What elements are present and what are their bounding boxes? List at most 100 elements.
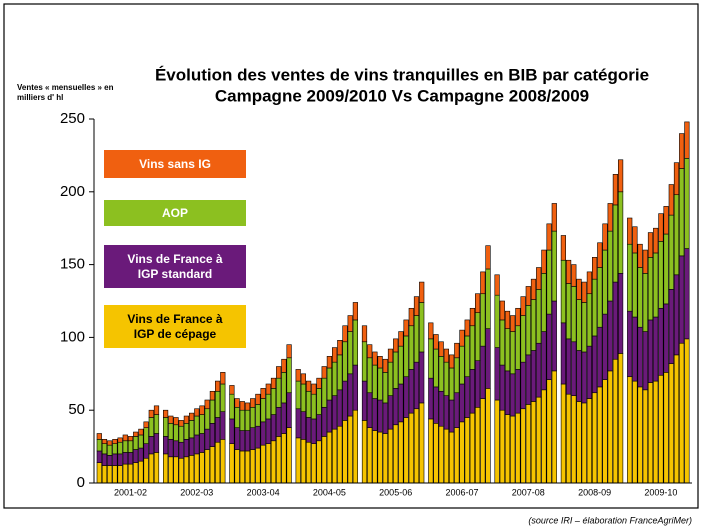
bar-segment	[163, 417, 169, 437]
bar-segment	[480, 398, 486, 484]
bar-segment	[602, 313, 608, 380]
bar-segment	[305, 441, 312, 484]
bar-segment	[244, 409, 251, 431]
bar-segment	[632, 380, 638, 484]
bar-segment	[209, 390, 216, 401]
bar-segment	[469, 307, 476, 327]
bar-segment	[168, 439, 174, 458]
x-tick-label: 2003-04	[247, 487, 280, 497]
bar-segment	[499, 409, 505, 484]
bar-segment	[541, 389, 547, 484]
bar-segment	[536, 289, 542, 344]
bar-segment	[352, 319, 359, 366]
bar-segment	[265, 418, 271, 444]
bar-segment	[220, 439, 226, 484]
bar-segment	[591, 335, 598, 394]
bar-segment	[494, 294, 500, 348]
bar-segment	[96, 450, 102, 463]
bar-segment	[413, 296, 420, 316]
bar-segment	[673, 274, 680, 356]
bar-segment	[428, 338, 434, 379]
bar-segment	[337, 389, 343, 427]
bar-segment	[265, 383, 271, 395]
bar-segment	[647, 257, 654, 321]
bar-segment	[377, 431, 383, 484]
source-note: (source IRI – élaboration FranceAgriMer)	[528, 515, 692, 525]
bar-segment	[311, 383, 317, 395]
bar-segment	[250, 398, 256, 408]
bar-segment	[122, 434, 128, 442]
bar-segment	[504, 328, 511, 372]
bar-segment	[286, 344, 292, 359]
bar-segment	[485, 268, 491, 329]
bar-segment	[617, 353, 624, 484]
bar-segment	[612, 358, 618, 484]
bar-segment	[305, 380, 312, 392]
bar-segment	[494, 274, 500, 296]
bar-segment	[342, 420, 348, 484]
bar-segment	[133, 436, 139, 450]
bar-segment	[276, 366, 282, 379]
bar-segment	[499, 319, 505, 366]
bar-segment	[525, 354, 531, 405]
bar-segment	[642, 273, 648, 332]
bar-segment	[260, 444, 266, 484]
y-tick-label: 150	[60, 256, 85, 273]
bar-segment	[398, 331, 404, 347]
bar-segment	[485, 245, 491, 270]
bar-segment	[627, 217, 633, 245]
bar-segment	[419, 302, 425, 353]
bar-segment	[229, 385, 235, 395]
y-axis-label: Ventes « mensuelles » en milliers d' hl	[17, 83, 114, 102]
bar-segment	[393, 351, 399, 389]
bar-segment	[244, 402, 251, 411]
bar-segment	[194, 453, 200, 484]
bar-segment	[684, 158, 690, 249]
bar-segment	[560, 259, 566, 324]
bar-segment	[602, 249, 608, 315]
bar-segment	[286, 357, 292, 394]
bar-segment	[627, 243, 633, 312]
bar-segment	[382, 372, 388, 404]
bar-segment	[668, 363, 674, 484]
bar-segment	[433, 348, 439, 388]
bar-segment	[260, 398, 266, 423]
bar-segment	[393, 424, 399, 484]
bar-segment	[138, 447, 144, 462]
bar-segment	[663, 372, 669, 484]
bar-segment	[428, 418, 434, 484]
chart-subtitle: Campagne 2009/2010 Vs Campagne 2008/2009	[215, 86, 589, 105]
bar-segment	[311, 443, 317, 484]
bar-segment	[560, 235, 566, 261]
bar-segment	[138, 460, 144, 484]
bar-segment	[438, 356, 444, 392]
bar-segment	[647, 319, 654, 383]
bar-segment	[581, 402, 587, 484]
chart-title: Évolution des ventes de vins tranquilles…	[155, 65, 649, 84]
bar-segment	[637, 326, 643, 388]
bar-segment	[215, 380, 221, 392]
bar-segment	[183, 423, 190, 440]
bar-segment	[173, 417, 179, 426]
bar-segment	[551, 203, 557, 232]
bar-segment	[382, 402, 388, 434]
bar-segment	[112, 443, 118, 455]
bar-segment	[560, 383, 566, 484]
bar-segment	[520, 361, 526, 410]
bar-segment	[668, 214, 674, 290]
bar-segment	[101, 453, 108, 466]
bar-segment	[244, 450, 251, 484]
bar-segment	[347, 315, 353, 332]
bar-segment	[321, 377, 327, 408]
bar-segment	[408, 369, 414, 414]
y-tick-label: 250	[60, 110, 85, 127]
bar-segment	[551, 230, 557, 302]
bar-segment	[443, 395, 450, 430]
bar-segment	[101, 465, 108, 484]
bar-segment	[607, 203, 613, 232]
bar-segment	[673, 162, 680, 196]
bar-segment	[255, 404, 261, 427]
bar-segment	[244, 430, 251, 452]
bar-segment	[632, 316, 638, 382]
